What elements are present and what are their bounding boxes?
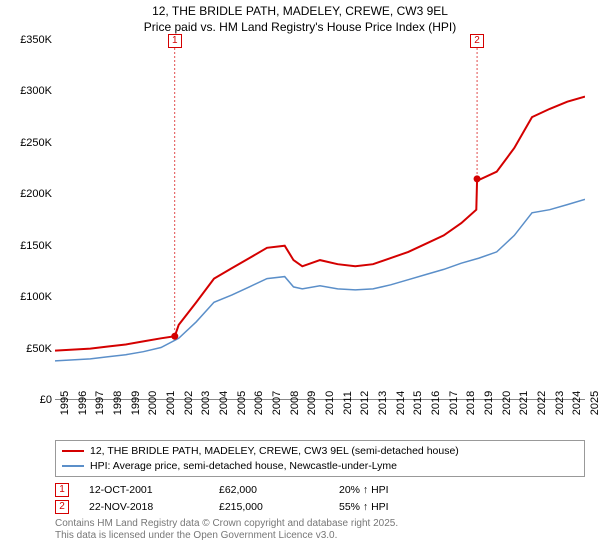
transaction-marker: 2: [55, 500, 69, 514]
x-tick-label: 2011: [342, 391, 354, 415]
footnote: Contains HM Land Registry data © Crown c…: [55, 518, 585, 542]
chart-plot-area: £0£50K£100K£150K£200K£250K£300K£350K1995…: [55, 40, 585, 400]
x-tick-label: 2023: [554, 391, 566, 415]
y-tick-label: £150K: [0, 240, 52, 252]
series-hpi: [55, 199, 585, 361]
x-tick-label: 2005: [236, 391, 248, 415]
x-tick-label: 2015: [412, 391, 424, 415]
legend-box: 12, THE BRIDLE PATH, MADELEY, CREWE, CW3…: [55, 440, 585, 477]
x-tick-label: 2006: [253, 391, 265, 415]
chart-marker-1: 1: [168, 34, 182, 48]
transaction-delta: 20% ↑ HPI: [339, 484, 389, 496]
x-tick-label: 1998: [112, 391, 124, 415]
x-tick-label: 2000: [147, 391, 159, 415]
legend-footer: 12, THE BRIDLE PATH, MADELEY, CREWE, CW3…: [55, 440, 585, 542]
x-tick-label: 2021: [518, 391, 530, 415]
x-tick-label: 2025: [589, 391, 600, 415]
x-tick-label: 2013: [377, 391, 389, 415]
footnote-line1: Contains HM Land Registry data © Crown c…: [55, 518, 585, 530]
y-tick-label: £250K: [0, 137, 52, 149]
y-tick-label: £100K: [0, 291, 52, 303]
transaction-delta: 55% ↑ HPI: [339, 501, 389, 513]
chart-svg: [55, 40, 585, 400]
x-tick-label: 2020: [501, 391, 513, 415]
y-tick-label: £0: [0, 394, 52, 406]
transaction-price: £215,000: [219, 501, 319, 513]
x-tick-label: 2001: [165, 391, 177, 415]
title-line2: Price paid vs. HM Land Registry's House …: [0, 20, 600, 36]
x-tick-label: 2012: [359, 391, 371, 415]
x-tick-label: 2019: [483, 391, 495, 415]
x-tick-label: 2004: [218, 391, 230, 415]
transaction-row: 1 12-OCT-2001 £62,000 20% ↑ HPI: [55, 483, 585, 497]
chart-title: 12, THE BRIDLE PATH, MADELEY, CREWE, CW3…: [0, 0, 600, 35]
transaction-date: 22-NOV-2018: [89, 501, 199, 513]
x-tick-label: 2003: [200, 391, 212, 415]
x-tick-label: 2017: [448, 391, 460, 415]
x-tick-label: 2009: [306, 391, 318, 415]
legend-swatch-2: [62, 465, 84, 467]
y-tick-label: £350K: [0, 34, 52, 46]
footnote-line2: This data is licensed under the Open Gov…: [55, 530, 585, 542]
x-tick-label: 2022: [536, 391, 548, 415]
legend-swatch-1: [62, 450, 84, 452]
x-tick-label: 2024: [571, 391, 583, 415]
x-tick-label: 2007: [271, 391, 283, 415]
transaction-marker: 1: [55, 483, 69, 497]
title-line1: 12, THE BRIDLE PATH, MADELEY, CREWE, CW3…: [0, 4, 600, 20]
legend-label-2: HPI: Average price, semi-detached house,…: [90, 459, 397, 474]
legend-label-1: 12, THE BRIDLE PATH, MADELEY, CREWE, CW3…: [90, 444, 459, 459]
series-property: [55, 97, 585, 351]
chart-marker-2: 2: [470, 34, 484, 48]
x-tick-label: 2002: [183, 391, 195, 415]
transaction-price: £62,000: [219, 484, 319, 496]
x-tick-label: 1996: [77, 391, 89, 415]
x-tick-label: 1997: [94, 391, 106, 415]
x-tick-label: 2008: [289, 391, 301, 415]
legend-row-1: 12, THE BRIDLE PATH, MADELEY, CREWE, CW3…: [62, 444, 578, 459]
legend-row-2: HPI: Average price, semi-detached house,…: [62, 459, 578, 474]
x-tick-label: 1995: [59, 391, 71, 415]
transaction-row: 2 22-NOV-2018 £215,000 55% ↑ HPI: [55, 500, 585, 514]
y-tick-label: £200K: [0, 188, 52, 200]
x-tick-label: 2018: [465, 391, 477, 415]
y-tick-label: £50K: [0, 343, 52, 355]
transaction-date: 12-OCT-2001: [89, 484, 199, 496]
x-tick-label: 1999: [130, 391, 142, 415]
x-tick-label: 2014: [395, 391, 407, 415]
y-tick-label: £300K: [0, 85, 52, 97]
x-tick-label: 2010: [324, 391, 336, 415]
x-tick-label: 2016: [430, 391, 442, 415]
